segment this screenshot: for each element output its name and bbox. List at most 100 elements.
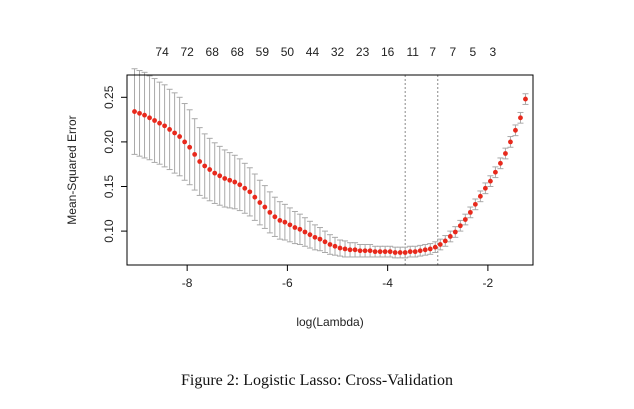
data-point [137,110,142,116]
top-axis-label: 23 [356,45,370,59]
top-axis-label: 44 [306,45,320,59]
top-axis-label: 59 [256,45,270,59]
top-axis-label: 68 [206,45,220,59]
data-point [152,118,157,123]
data-point [442,238,448,244]
data-point [232,179,238,185]
data-point [437,242,443,247]
data-point [207,167,213,172]
data-point [467,209,473,215]
data-point [192,151,198,157]
plot-frame [126,74,534,266]
top-axis-label: 50 [281,45,295,59]
data-point [332,243,338,249]
data-points [132,96,528,255]
x-tick-label: -8 [182,276,193,290]
x-tick-label: -2 [483,276,494,290]
data-point [217,173,223,179]
y-axis: 0.10 0.15 0.20 0.25 [102,85,127,243]
data-point [227,177,233,183]
data-point [262,204,268,210]
data-point [352,247,358,253]
data-point [317,236,323,242]
y-tick-label: 0.10 [102,219,116,243]
data-point [267,209,273,215]
data-point [322,239,328,245]
data-point [172,130,178,136]
data-point [252,194,258,200]
data-point [237,182,243,188]
data-point [157,120,162,126]
data-point [427,246,433,252]
top-axis-nonzero-counts: 74 72 68 68 59 50 44 32 23 16 11 7 7 5 3 [155,45,496,59]
data-point [327,242,333,247]
data-point [247,189,253,195]
data-point [447,234,453,239]
data-point [242,185,248,191]
data-point [503,151,508,156]
data-point [337,245,343,251]
data-point [132,109,137,114]
data-point [362,248,368,254]
data-point [402,250,408,255]
data-point [482,185,488,191]
data-point [197,159,203,164]
y-tick-label: 0.20 [102,130,116,154]
data-point [452,229,458,235]
data-point [397,250,403,255]
data-point [407,249,413,255]
data-point [212,170,218,176]
data-point [302,229,308,235]
data-point [498,160,503,166]
data-point [312,234,318,240]
data-point [182,139,188,145]
data-point [167,127,173,132]
data-point [277,217,283,223]
top-axis-label: 68 [231,45,245,59]
y-tick-label: 0.15 [102,175,116,199]
top-axis-label: 7 [449,45,456,59]
data-point [457,223,463,229]
data-point [187,144,193,150]
data-point [493,169,498,175]
figure-caption: Figure 2: Logistic Lasso: Cross-Validati… [181,372,453,389]
y-tick-label: 0.25 [102,85,116,109]
data-point [147,115,152,121]
data-point [387,249,393,255]
top-axis-label: 74 [155,45,169,59]
data-point [202,163,208,169]
x-axis-label: log(Lambda) [296,315,363,329]
data-point [342,246,348,252]
data-point [477,193,483,199]
y-axis-label: Mean-Squared Error [65,115,79,224]
data-point [142,112,147,118]
data-point [417,248,423,254]
data-point [292,225,298,230]
data-point [357,248,363,254]
data-point [257,200,263,205]
data-point [367,248,373,254]
data-point [162,123,167,129]
data-point [177,134,183,139]
data-point [487,178,493,184]
data-point [518,115,523,121]
data-point [297,226,303,232]
data-point [372,249,378,255]
top-axis-label: 3 [490,45,497,59]
data-point [513,127,518,133]
data-point [307,232,313,238]
data-point [432,244,438,250]
x-tick-label: -4 [382,276,393,290]
top-axis-label: 11 [406,45,419,59]
data-point [347,247,353,253]
data-point [472,201,478,207]
top-axis-label: 16 [381,45,395,59]
data-point [272,214,278,220]
top-axis-label: 5 [470,45,477,59]
data-point [382,249,388,255]
top-axis-label: 7 [429,45,436,59]
data-point [287,222,293,228]
data-point [412,249,418,255]
